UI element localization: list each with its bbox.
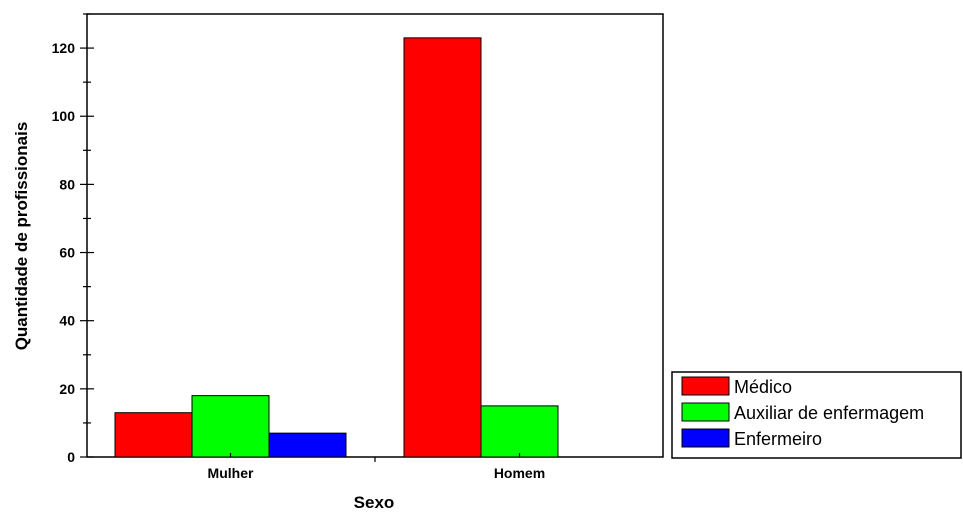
legend-swatch <box>681 376 730 396</box>
x-tick-label: Homem <box>494 465 545 481</box>
y-tick-label: 40 <box>59 313 75 329</box>
legend-label: Auxiliar de enfermagem <box>734 403 924 423</box>
y-tick-label: 100 <box>52 108 76 124</box>
bar <box>191 395 270 458</box>
legend-label: Médico <box>734 377 792 397</box>
y-tick-label: 80 <box>59 176 75 192</box>
y-axis-title: Quantidade de profissionais <box>12 122 31 351</box>
y-axis: 0 20 40 60 80 100 120 <box>52 13 94 465</box>
bar <box>268 432 347 458</box>
y-tick-label: 20 <box>59 381 75 397</box>
bars-group <box>114 37 559 458</box>
legend-label: Enfermeiro <box>734 429 822 449</box>
plot-frame <box>86 13 664 458</box>
bar <box>114 412 193 458</box>
x-tick-label: Mulher <box>208 465 254 481</box>
y-tick-label: 120 <box>52 40 76 56</box>
bar <box>480 405 559 458</box>
legend-swatch <box>681 428 730 448</box>
legend-swatch <box>681 402 730 422</box>
plot-area <box>86 13 664 458</box>
bar <box>403 37 482 458</box>
y-tick-label: 60 <box>59 245 75 261</box>
legend: Médico Auxiliar de enfermagem Enfermeiro <box>671 371 962 459</box>
y-tick-label: 0 <box>67 449 75 465</box>
x-axis: Mulher Homem <box>208 453 545 481</box>
x-axis-title: Sexo <box>354 493 395 512</box>
